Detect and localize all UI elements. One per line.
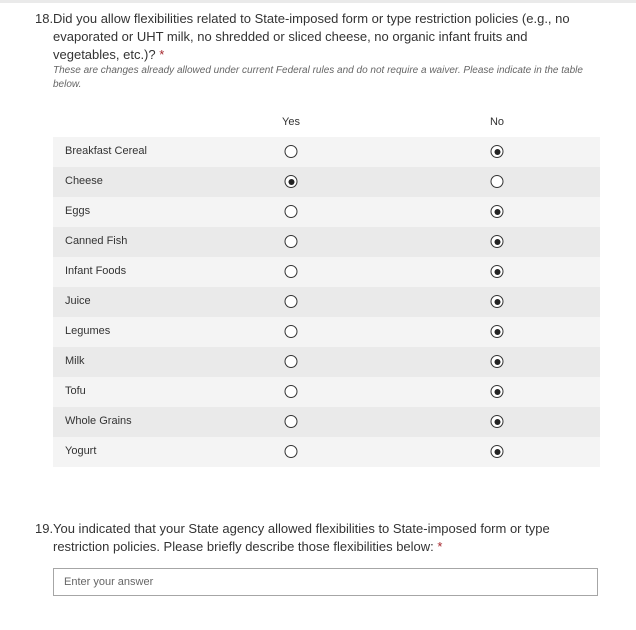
radio-yes[interactable]	[284, 325, 298, 338]
row-label: Milk	[65, 355, 85, 367]
radio-no[interactable]	[490, 325, 504, 338]
radio-yes[interactable]	[284, 445, 298, 458]
table-row: Juice	[53, 287, 600, 317]
row-label: Infant Foods	[65, 265, 127, 277]
question-text: You indicated that your State agency all…	[53, 521, 550, 554]
question-18-title: 18. Did you allow flexibilities related …	[35, 10, 595, 64]
table-row: Breakfast Cereal	[53, 137, 600, 167]
radio-no[interactable]	[490, 355, 504, 368]
row-label: Cheese	[65, 175, 103, 187]
question-number: 18.	[35, 11, 54, 26]
radio-no[interactable]	[490, 265, 504, 278]
question-text: Did you allow flexibilities related to S…	[53, 11, 570, 62]
row-label: Breakfast Cereal	[65, 145, 147, 157]
radio-no[interactable]	[490, 175, 504, 188]
radio-yes[interactable]	[284, 265, 298, 278]
row-label: Yogurt	[65, 445, 97, 457]
table-row: Cheese	[53, 167, 600, 197]
table-row: Milk	[53, 347, 600, 377]
row-label: Whole Grains	[65, 415, 132, 427]
table-row: Eggs	[53, 197, 600, 227]
table-row: Infant Foods	[53, 257, 600, 287]
table-row: Whole Grains	[53, 407, 600, 437]
radio-yes[interactable]	[284, 385, 298, 398]
row-label: Juice	[65, 295, 91, 307]
question-19-title: 19. You indicated that your State agency…	[35, 520, 595, 556]
column-header-no: No	[489, 116, 505, 128]
row-label: Canned Fish	[65, 235, 128, 247]
table-row: Tofu	[53, 377, 600, 407]
answer-input[interactable]: Enter your answer	[53, 568, 598, 596]
table-row: Legumes	[53, 317, 600, 347]
radio-yes[interactable]	[284, 355, 298, 368]
radio-yes[interactable]	[284, 295, 298, 308]
radio-no[interactable]	[490, 385, 504, 398]
table-row: Yogurt	[53, 437, 600, 467]
top-divider	[0, 0, 636, 3]
likert-table: Breakfast Cereal Cheese Eggs Canned Fish Inf…	[53, 137, 600, 467]
question-18-subtitle: These are changes already allowed under …	[53, 65, 583, 90]
radio-no[interactable]	[490, 205, 504, 218]
radio-no[interactable]	[490, 415, 504, 428]
radio-yes[interactable]	[284, 175, 298, 188]
column-header-yes: Yes	[282, 116, 300, 128]
required-marker: *	[159, 47, 165, 62]
table-row: Canned Fish	[53, 227, 600, 257]
radio-no[interactable]	[490, 235, 504, 248]
row-label: Legumes	[65, 325, 111, 337]
required-marker: *	[437, 539, 443, 554]
radio-yes[interactable]	[284, 145, 298, 158]
radio-yes[interactable]	[284, 205, 298, 218]
radio-no[interactable]	[490, 145, 504, 158]
row-label: Eggs	[65, 205, 91, 217]
radio-no[interactable]	[490, 295, 504, 308]
radio-no[interactable]	[490, 445, 504, 458]
radio-yes[interactable]	[284, 415, 298, 428]
row-label: Tofu	[65, 385, 86, 397]
radio-yes[interactable]	[284, 235, 298, 248]
question-number: 19.	[35, 521, 54, 536]
